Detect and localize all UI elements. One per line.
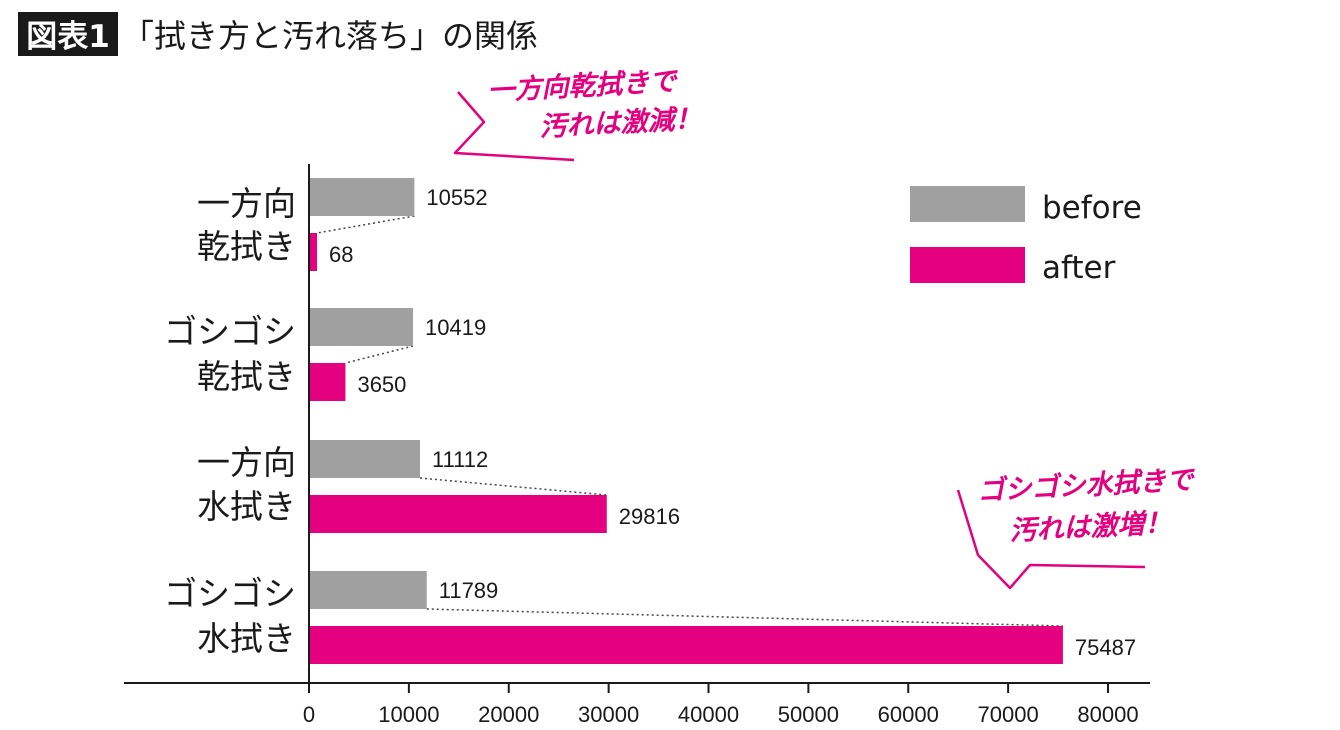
value-label-after-1: 68	[329, 242, 353, 267]
callout-bottom: ゴシゴシ水拭きで 汚れは激増！	[956, 465, 1197, 590]
category-label-1-line-2: 乾拭き	[197, 227, 296, 266]
legend-label-before: before	[1042, 190, 1142, 226]
x-tick-label: 50000	[778, 702, 839, 727]
value-label-before-3: 11112	[432, 447, 488, 472]
callout-bottom-line-2: 汚れは激増！	[1009, 508, 1172, 547]
bar-before-4	[309, 571, 427, 609]
category-label-4-line-2: 水拭き	[197, 619, 296, 658]
x-tick-label: 20000	[478, 702, 539, 727]
legend-swatch-after	[910, 247, 1025, 283]
value-label-before-1: 10552	[426, 185, 487, 210]
category-label-2-line-2: 乾拭き	[197, 357, 296, 396]
bar-before-3	[309, 440, 420, 478]
callout-bottom-pointer	[956, 489, 1146, 590]
bar-after-1	[309, 233, 317, 271]
chart-title: 「拭き方と汚れ落ち」の関係	[122, 17, 538, 55]
connector-1	[316, 215, 415, 234]
connector-lines	[316, 215, 1063, 627]
bar-after-4	[309, 626, 1063, 664]
value-labels: 10552 68 10419 3650 11112 29816 11789 75487	[329, 185, 1136, 660]
callout-top-pointer	[453, 91, 575, 162]
figure-badge-background	[18, 12, 118, 56]
x-tick-label: 30000	[578, 702, 639, 727]
category-label-4-line-1: ゴシゴシ	[164, 574, 296, 613]
value-label-after-4: 75487	[1075, 635, 1136, 660]
legend-label-after: after	[1042, 250, 1116, 286]
category-label-3-line-1: 一方向	[197, 443, 296, 482]
x-axis-ticks: 0 10000 20000 30000 40000 50000 60000 70000 8000…	[303, 683, 1139, 727]
category-label-1-line-1: 一方向	[197, 184, 296, 223]
legend: before after	[910, 186, 1142, 286]
value-label-before-4: 11789	[439, 578, 499, 603]
category-label-3-line-2: 水拭き	[197, 487, 296, 526]
value-label-after-3: 29816	[619, 504, 680, 529]
x-tick-label: 10000	[378, 702, 439, 727]
x-tick-label: 40000	[678, 702, 739, 727]
bars	[309, 178, 1063, 664]
callout-top-line-1: 一方向乾拭きで	[487, 66, 680, 107]
callout-top: 一方向乾拭きで 汚れは激減！	[453, 66, 702, 162]
bar-before-1	[309, 178, 415, 216]
callout-top-line-2: 汚れは激減！	[539, 104, 702, 143]
value-label-before-2: 10419	[425, 315, 486, 340]
category-labels: 一方向 乾拭き ゴシゴシ 乾拭き 一方向 水拭き ゴシゴシ 水拭き	[164, 184, 296, 658]
connector-2	[345, 345, 414, 364]
x-tick-label: 80000	[1077, 702, 1138, 727]
legend-swatch-before	[910, 186, 1025, 222]
x-tick-label: 60000	[878, 702, 939, 727]
x-tick-label: 0	[303, 702, 315, 727]
category-label-2-line-1: ゴシゴシ	[164, 312, 296, 351]
value-label-after-2: 3650	[357, 372, 406, 397]
bar-before-2	[309, 308, 414, 346]
connector-3	[419, 477, 607, 496]
bar-after-3	[309, 495, 607, 533]
callout-bottom-line-1: ゴシゴシ水拭きで	[977, 465, 1197, 507]
bar-after-2	[309, 363, 346, 401]
connector-4	[426, 608, 1063, 627]
x-tick-label: 70000	[978, 702, 1039, 727]
figure-badge: 図表1	[26, 19, 110, 55]
